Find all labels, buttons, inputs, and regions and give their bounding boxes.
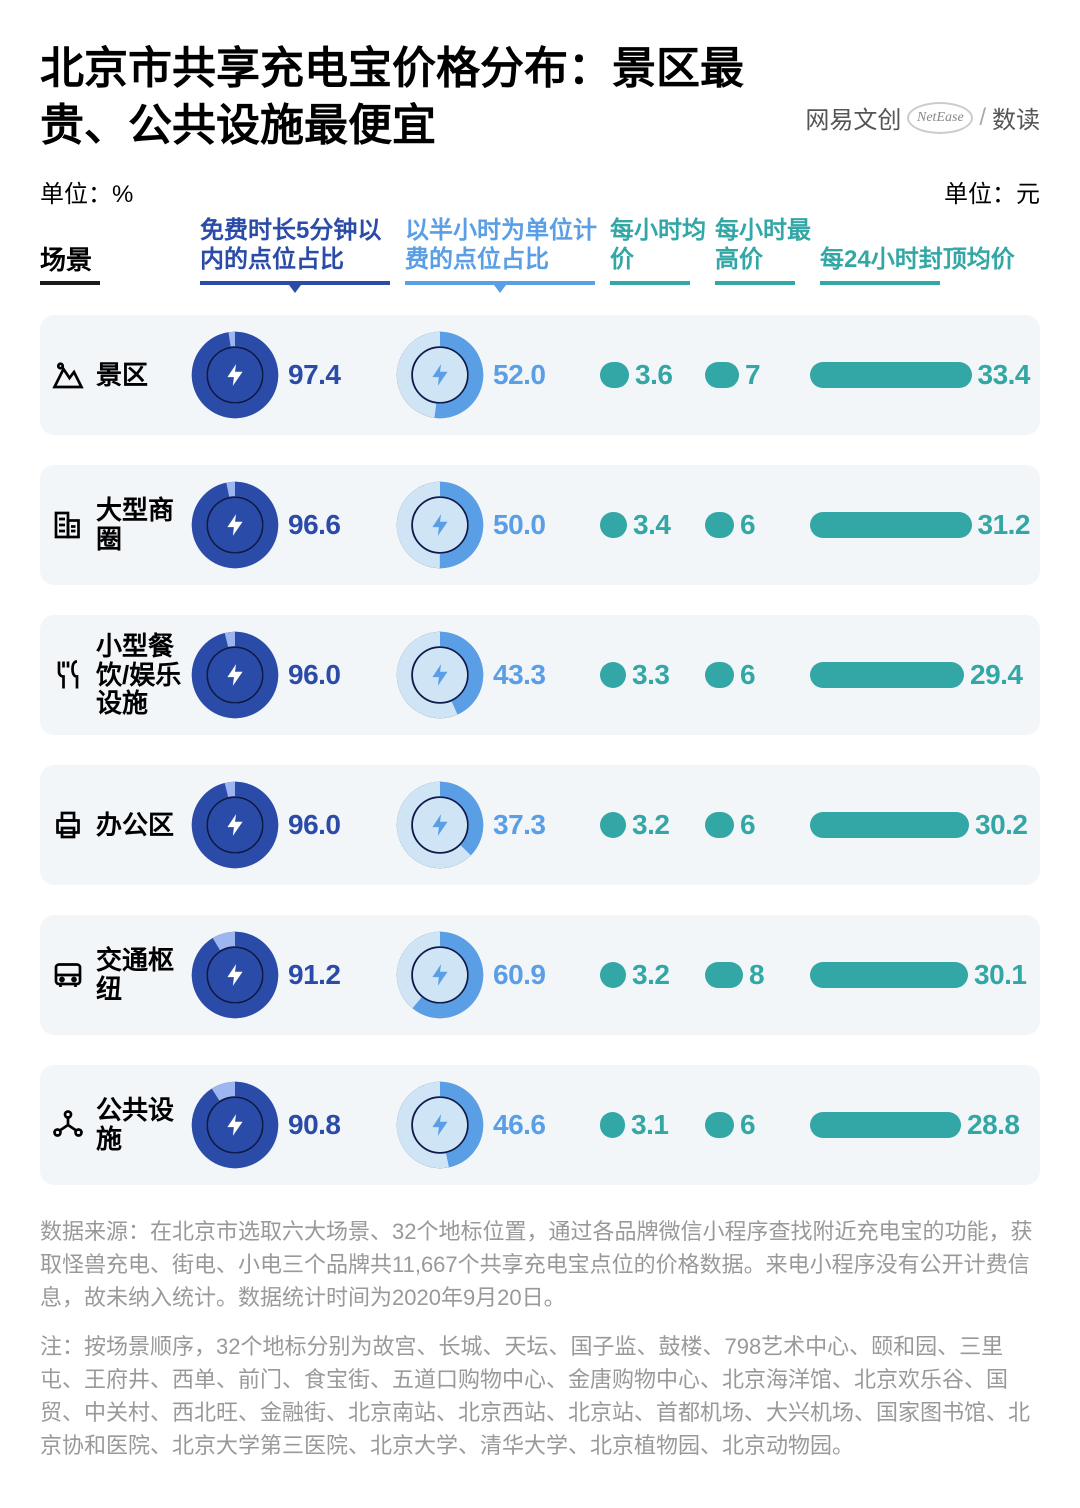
donut1-value: 96.6: [288, 509, 341, 541]
daily-bar: [810, 512, 972, 538]
header-col2: 以半小时为单位计费的点位占比: [405, 217, 610, 275]
daily-value: 31.2: [978, 509, 1031, 541]
header-row: 场景 免费时长5分钟以内的点位占比 以半小时为单位计费的点位占比 每小时均 价 …: [40, 217, 1040, 285]
page-title: 北京市共享充电宝价格分布：景区最贵、公共设施最便宜: [40, 40, 805, 154]
hourly-bar: [600, 812, 626, 838]
scene-label: 大型商圈: [96, 496, 190, 553]
daily-bar: [810, 362, 972, 388]
max-bar: [705, 962, 743, 988]
donut-chart: [395, 1080, 485, 1170]
fork-icon: [50, 657, 86, 693]
hourly-value: 3.2: [632, 959, 669, 991]
donut2-value: 50.0: [493, 509, 546, 541]
brand-right: 数读: [992, 100, 1040, 135]
hourly-bar: [600, 512, 627, 538]
donut-chart: [395, 930, 485, 1020]
donut-chart: [190, 630, 280, 720]
hourly-bar: [600, 662, 626, 688]
donut2-value: 52.0: [493, 359, 546, 391]
footer-note: 注：按场景顺序，32个地标分别为故宫、长城、天坛、国子监、鼓楼、798艺术中心、…: [40, 1330, 1040, 1462]
daily-value: 30.2: [975, 809, 1028, 841]
max-value: 7: [745, 359, 760, 391]
unit-right: 单位：元: [944, 174, 1040, 209]
hourly-value: 3.1: [631, 1109, 668, 1141]
hourly-bar: [600, 362, 629, 388]
donut2-value: 46.6: [493, 1109, 546, 1141]
data-row: 小型餐饮/娱乐设施 96.0 43.3 3.3 6: [40, 615, 1040, 735]
header-col1: 免费时长5分钟以内的点位占比: [200, 217, 405, 275]
max-bar: [705, 1112, 734, 1138]
max-bar: [705, 362, 739, 388]
max-value: 8: [749, 959, 764, 991]
max-value: 6: [740, 509, 755, 541]
donut-chart: [190, 330, 280, 420]
scene-label: 景区: [96, 361, 148, 390]
data-row: 办公区 96.0 37.3 3.2 6: [40, 765, 1040, 885]
header-scene: 场景: [40, 245, 92, 275]
header-col4: 每小时最高价: [715, 217, 820, 275]
daily-bar: [810, 812, 969, 838]
unit-left: 单位：%: [40, 174, 133, 209]
nodes-icon: [50, 1107, 86, 1143]
scene-label: 小型餐饮/娱乐设施: [96, 632, 190, 718]
donut-chart: [190, 780, 280, 870]
daily-bar: [810, 1112, 961, 1138]
donut-chart: [395, 480, 485, 570]
max-bar: [705, 512, 734, 538]
scene-label: 交通枢纽: [96, 946, 190, 1003]
daily-bar: [810, 962, 968, 988]
max-bar: [705, 812, 734, 838]
daily-bar: [810, 662, 964, 688]
scene-label: 公共设施: [96, 1096, 190, 1153]
hourly-bar: [600, 962, 626, 988]
max-bar: [705, 662, 734, 688]
mountain-icon: [50, 357, 86, 393]
daily-value: 28.8: [967, 1109, 1020, 1141]
data-row: 交通枢纽 91.2 60.9 3.2 8: [40, 915, 1040, 1035]
hourly-value: 3.3: [632, 659, 669, 691]
daily-value: 29.4: [970, 659, 1023, 691]
max-value: 6: [740, 1109, 755, 1141]
donut2-value: 60.9: [493, 959, 546, 991]
netease-logo: NetEase: [907, 102, 973, 134]
building-icon: [50, 507, 86, 543]
brand-left: 网易文创: [805, 100, 901, 135]
max-value: 6: [740, 659, 755, 691]
bus-icon: [50, 957, 86, 993]
donut-chart: [395, 330, 485, 420]
footer-source: 数据来源：在北京市选取六大场景、32个地标位置，通过各品牌微信小程序查找附近充电…: [40, 1215, 1040, 1314]
donut-chart: [190, 1080, 280, 1170]
data-row: 公共设施 90.8 46.6 3.1 6: [40, 1065, 1040, 1185]
hourly-value: 3.4: [633, 509, 670, 541]
hourly-value: 3.6: [635, 359, 672, 391]
daily-value: 33.4: [978, 359, 1031, 391]
donut2-value: 37.3: [493, 809, 546, 841]
hourly-bar: [600, 1112, 625, 1138]
donut1-value: 97.4: [288, 359, 341, 391]
brand-block: 网易文创 NetEase / 数读: [805, 100, 1040, 135]
hourly-value: 3.2: [632, 809, 669, 841]
donut2-value: 43.3: [493, 659, 546, 691]
donut1-value: 90.8: [288, 1109, 341, 1141]
donut1-value: 91.2: [288, 959, 341, 991]
footer: 数据来源：在北京市选取六大场景、32个地标位置，通过各品牌微信小程序查找附近充电…: [40, 1215, 1040, 1462]
max-value: 6: [740, 809, 755, 841]
donut-chart: [395, 630, 485, 720]
donut-chart: [395, 780, 485, 870]
scene-label: 办公区: [96, 811, 174, 840]
data-row: 大型商圈 96.6 50.0 3.4 6: [40, 465, 1040, 585]
donut-chart: [190, 930, 280, 1020]
daily-value: 30.1: [974, 959, 1027, 991]
printer-icon: [50, 807, 86, 843]
header-col5: 每24小时封顶均价: [820, 246, 1025, 275]
donut-chart: [190, 480, 280, 570]
data-row: 景区 97.4 52.0 3.6 7: [40, 315, 1040, 435]
donut1-value: 96.0: [288, 809, 341, 841]
header-col3: 每小时均 价: [610, 217, 715, 275]
donut1-value: 96.0: [288, 659, 341, 691]
